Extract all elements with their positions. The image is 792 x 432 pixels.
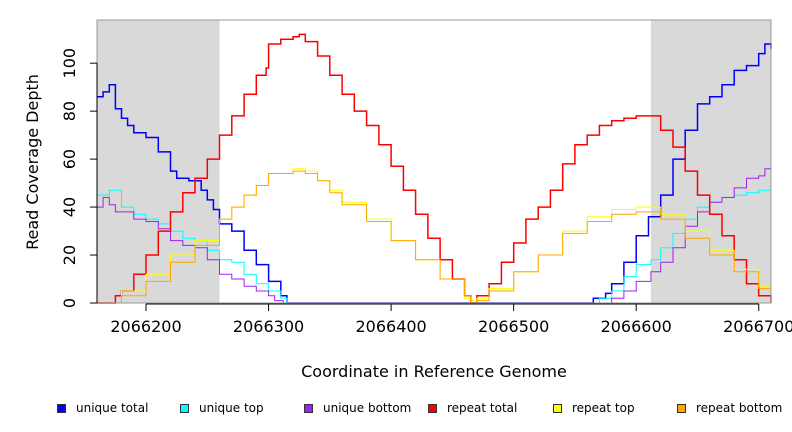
- legend-label: repeat total: [447, 401, 518, 415]
- y-tick-label: 100: [60, 48, 79, 79]
- legend-item: repeat bottom: [677, 401, 782, 415]
- legend-item: repeat top: [553, 401, 635, 415]
- shaded-regions: [97, 20, 771, 303]
- legend-swatch: [180, 403, 189, 413]
- y-tick-label: 0: [60, 298, 79, 308]
- legend-swatch: [677, 403, 686, 413]
- legend-item: unique top: [180, 401, 264, 415]
- y-axis: 0 20 40 60 80 100: [60, 48, 98, 308]
- legend-swatch: [428, 403, 437, 413]
- legend-item: unique total: [57, 401, 148, 415]
- x-axis: 2066200 2066300 2066400 2066500 2066600 20667…: [110, 303, 792, 336]
- y-axis-label: Read Coverage Depth: [23, 74, 42, 250]
- legend-label: repeat bottom: [696, 401, 783, 415]
- y-tick-label: 20: [60, 245, 79, 265]
- x-tick-label: 2066300: [233, 317, 304, 336]
- y-tick-label: 80: [60, 101, 79, 121]
- legend-swatch: [57, 403, 66, 413]
- legend: unique total unique top unique bottom repea…: [0, 401, 792, 417]
- x-tick-label: 2066200: [110, 317, 181, 336]
- legend-swatch: [304, 403, 313, 413]
- legend-swatch: [553, 403, 562, 413]
- legend-label: unique bottom: [323, 401, 412, 415]
- series-repeat-bottom: [97, 170, 772, 304]
- x-tick-label: 2066600: [601, 317, 672, 336]
- legend-label: repeat top: [572, 401, 635, 415]
- x-tick-label: 2066700: [723, 317, 792, 336]
- x-axis-label: Coordinate in Reference Genome: [301, 362, 567, 381]
- x-tick-label: 2066400: [355, 317, 426, 336]
- series-unique-bottom: [97, 168, 772, 304]
- x-tick-label: 2066500: [478, 317, 549, 336]
- series-repeat-total: [97, 33, 772, 304]
- shaded-region-1: [650, 20, 771, 303]
- y-tick-label: 60: [60, 149, 79, 169]
- series-lines: [97, 33, 772, 304]
- legend-item: unique bottom: [304, 401, 411, 415]
- shaded-region-0: [97, 20, 220, 303]
- y-tick-label: 40: [60, 197, 79, 217]
- chart-svg: 2066200 2066300 2066400 2066500 2066600 20667…: [23, 19, 792, 381]
- series-unique-total: [97, 43, 772, 304]
- legend-item: repeat total: [428, 401, 517, 415]
- legend-label: unique total: [76, 401, 149, 415]
- legend-label: unique top: [199, 401, 264, 415]
